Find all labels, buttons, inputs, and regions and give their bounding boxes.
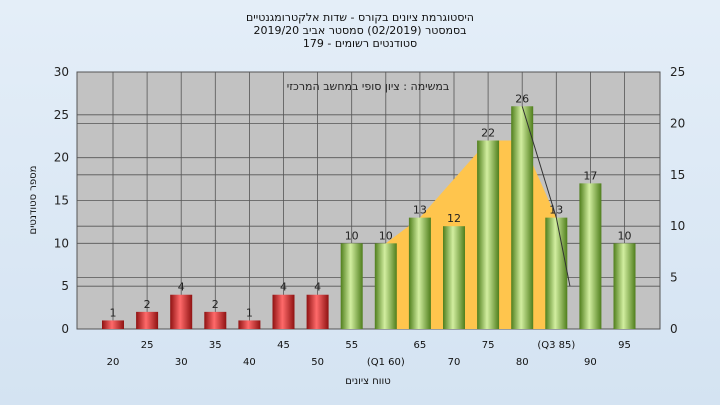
x-tick-20: 20 xyxy=(107,357,120,368)
x-tick-90: 90 xyxy=(584,357,597,368)
x-axis-ticks: 20 25 30 35 40 45 50 55 (Q1 60) 65 70 75 80 (Q3 85) 90… xyxy=(107,340,631,368)
bar-30 xyxy=(170,294,193,329)
data-label-65: 13 xyxy=(413,204,427,217)
bar-85 xyxy=(545,217,568,329)
x-tick-30: 30 xyxy=(175,357,188,368)
bar-80 xyxy=(511,106,534,330)
y-tick-right-25: 25 xyxy=(670,65,685,79)
x-tick-45: 45 xyxy=(277,340,290,351)
x-tick-85: (Q3 85) xyxy=(537,340,575,351)
data-label-40: 1 xyxy=(246,306,253,319)
chart-annotation: במשימה : ציון סופי במחשב המרכזי xyxy=(287,80,450,93)
x-tick-75: 75 xyxy=(482,340,495,351)
y-tick-left-5: 5 xyxy=(61,279,69,293)
bar-45 xyxy=(272,294,295,329)
y-tick-left-20: 20 xyxy=(54,151,69,165)
x-tick-80: 80 xyxy=(516,357,529,368)
chart-title: היסטוגרמת ציונים בקורס - שדות אלקטרומגנט… xyxy=(246,11,474,50)
data-label-85: 13 xyxy=(549,204,563,217)
bar-60 xyxy=(374,243,397,329)
bar-25 xyxy=(136,311,159,329)
right-axis-ticks: 0 5 10 15 20 25 xyxy=(670,65,685,336)
data-label-25: 2 xyxy=(144,298,151,311)
bar-65 xyxy=(408,217,431,329)
bar-20 xyxy=(102,320,124,329)
y-axis-label: מספר סטודנטים xyxy=(28,166,39,235)
x-axis-label: טווח ציונים xyxy=(345,376,390,387)
y-tick-left-30: 30 xyxy=(54,65,69,79)
x-tick-60: (Q1 60) xyxy=(367,357,405,368)
left-axis-ticks: 0 5 10 15 20 25 30 xyxy=(54,65,69,336)
bar-70 xyxy=(443,226,465,329)
bar-50 xyxy=(306,294,329,329)
data-label-45: 4 xyxy=(280,281,287,294)
title-line-2: בסמסטר (02/2019) סמסטר אביב 2019/20 xyxy=(253,24,466,37)
bar-55 xyxy=(340,243,363,329)
data-label-80: 26 xyxy=(515,92,529,105)
title-line-3: סטודנטים רשומים - 179 xyxy=(303,37,417,50)
data-label-30: 4 xyxy=(178,281,185,294)
y-tick-right-20: 20 xyxy=(670,116,685,130)
x-tick-95: 95 xyxy=(618,340,631,351)
y-tick-right-15: 15 xyxy=(670,168,685,182)
bar-35 xyxy=(204,311,227,329)
y-tick-left-0: 0 xyxy=(61,322,69,336)
bars xyxy=(102,106,636,330)
data-label-90: 17 xyxy=(583,169,597,182)
y-tick-right-0: 0 xyxy=(670,322,678,336)
y-tick-left-15: 15 xyxy=(54,194,69,208)
bar-95 xyxy=(613,243,636,329)
title-line-1: היסטוגרמת ציונים בקורס - שדות אלקטרומגנט… xyxy=(246,11,474,24)
data-label-35: 2 xyxy=(212,298,219,311)
x-tick-55: 55 xyxy=(345,340,358,351)
x-tick-65: 65 xyxy=(414,340,427,351)
x-tick-25: 25 xyxy=(141,340,154,351)
data-label-50: 4 xyxy=(314,281,321,294)
x-tick-35: 35 xyxy=(209,340,222,351)
y-tick-left-25: 25 xyxy=(54,108,69,122)
x-tick-40: 40 xyxy=(243,357,256,368)
data-label-70: 12 xyxy=(447,212,461,225)
data-label-95: 10 xyxy=(618,229,632,242)
y-tick-left-10: 10 xyxy=(54,236,69,250)
x-tick-70: 70 xyxy=(448,357,461,368)
x-tick-50: 50 xyxy=(311,357,324,368)
bar-90 xyxy=(579,183,602,329)
data-label-55: 10 xyxy=(345,229,359,242)
data-label-75: 22 xyxy=(481,127,495,140)
data-label-60: 10 xyxy=(379,229,393,242)
bar-40 xyxy=(238,320,261,329)
y-tick-right-10: 10 xyxy=(670,219,685,233)
trend-curve xyxy=(521,106,571,287)
data-label-20: 1 xyxy=(110,306,117,319)
bar-75 xyxy=(477,140,500,329)
y-tick-right-5: 5 xyxy=(670,271,678,285)
